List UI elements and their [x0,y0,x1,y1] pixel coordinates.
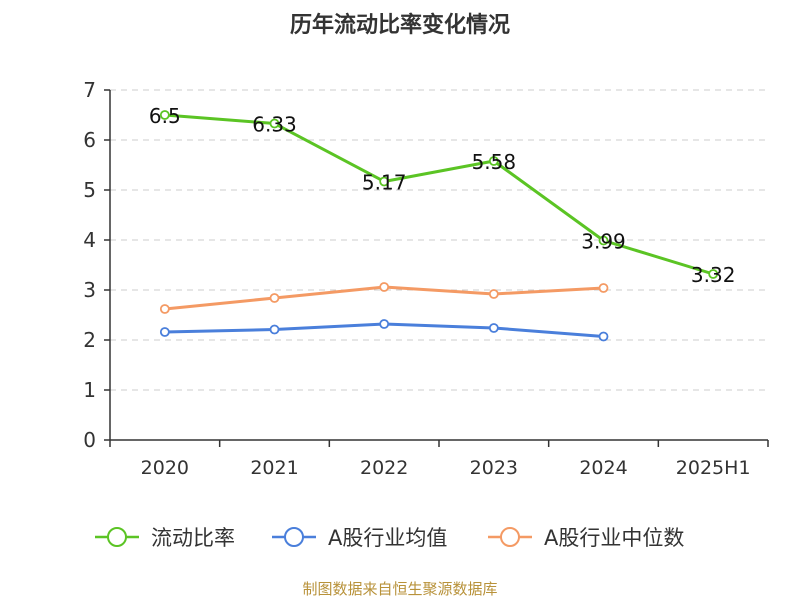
x-tick-label: 2022 [360,457,408,479]
series-2-point [488,289,499,299]
y-tick-label: 3 [83,278,96,302]
series-2-point [379,282,390,292]
data-label: 3.32 [691,263,736,287]
series-2-point [159,304,170,314]
chart-title: 历年流动比率变化情况 [290,12,510,38]
series-1-point [598,331,609,342]
data-label: 3.99 [581,230,626,254]
series-0-point [159,110,170,120]
series-1-point [159,327,170,337]
data-label: 6.33 [252,113,297,137]
x-tick-label: 2020 [141,457,189,479]
legend-label-2: A股行业中位数 [544,526,684,550]
y-tick-label: 4 [83,228,96,252]
axis-layer: 0 1 2 3 4 5 6 7 2020 2021 2022 2023 2024 2025H1 [83,78,769,479]
grid-layer [110,89,768,391]
series-1-point [379,319,390,329]
source-note: 制图数据来自恒生聚源数据库 [302,580,497,598]
y-tick-label: 7 [83,78,96,102]
series-line-0 [163,113,715,276]
x-tick-label: 2024 [579,457,627,479]
legend-marker-0 [107,527,127,547]
x-tick-label: 2025H1 [676,457,751,479]
y-tick-label: 2 [83,328,96,352]
data-label: 5.17 [362,171,407,195]
series-0-point [598,235,609,246]
legend-label-0: 流动比率 [151,526,235,550]
x-tick-label: 2023 [470,457,518,479]
series-layer [159,110,719,342]
series-0-point [269,118,280,129]
data-label-layer: 6.5 6.33 5.17 5.58 3.99 3.32 [149,104,736,287]
legend-label-1: A股行业均值 [328,526,447,550]
y-tick-label: 6 [83,128,96,152]
series-1-point [269,324,280,335]
legend-marker-2 [500,527,520,547]
y-tick-label: 5 [83,178,96,202]
series-0-point [488,156,499,166]
data-label: 6.5 [149,104,181,128]
legend-marker-1 [284,527,304,547]
y-tick-label: 1 [83,378,96,402]
series-2-point [269,293,280,303]
data-label: 5.58 [472,150,517,174]
series-2-point [598,283,609,293]
series-1-point [488,323,499,333]
series-0-point [708,269,719,279]
y-tick-label: 0 [83,428,96,452]
legend: 流动比率 A股行业均值 A股行业中位数 [95,526,684,550]
series-0-point [379,176,390,187]
x-tick-label: 2021 [250,457,298,479]
